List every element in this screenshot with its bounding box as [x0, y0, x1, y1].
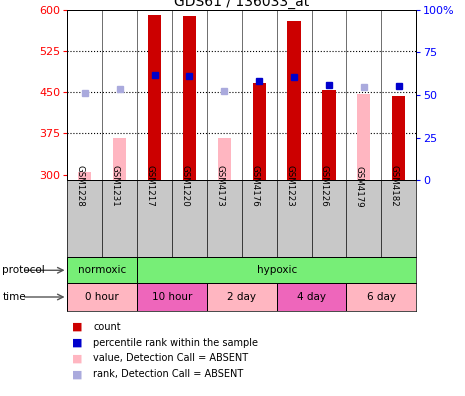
- Bar: [78, 172, 92, 180]
- Bar: [357, 94, 371, 180]
- Bar: [392, 96, 405, 180]
- Bar: [277, 283, 346, 311]
- Bar: [322, 89, 336, 180]
- Bar: [137, 283, 207, 311]
- Bar: [67, 257, 137, 283]
- Text: ■: ■: [72, 369, 83, 379]
- Text: ■: ■: [72, 337, 83, 348]
- Text: GSM4179: GSM4179: [355, 166, 364, 207]
- Text: GSM1231: GSM1231: [111, 166, 120, 207]
- Text: GSM4173: GSM4173: [215, 166, 224, 207]
- Title: GDS61 / 136033_at: GDS61 / 136033_at: [174, 0, 309, 9]
- Text: rank, Detection Call = ABSENT: rank, Detection Call = ABSENT: [93, 369, 243, 379]
- Text: GSM1226: GSM1226: [320, 166, 329, 207]
- Text: GSM4182: GSM4182: [390, 166, 399, 207]
- Text: protocol: protocol: [2, 265, 45, 275]
- Text: GSM1220: GSM1220: [180, 166, 189, 207]
- Text: count: count: [93, 322, 120, 332]
- Text: 4 day: 4 day: [297, 292, 326, 302]
- Text: time: time: [2, 292, 26, 302]
- Bar: [148, 15, 161, 180]
- Bar: [67, 283, 137, 311]
- Bar: [287, 21, 301, 180]
- Text: 10 hour: 10 hour: [152, 292, 192, 302]
- Text: 6 day: 6 day: [367, 292, 396, 302]
- Text: value, Detection Call = ABSENT: value, Detection Call = ABSENT: [93, 353, 248, 364]
- Bar: [207, 283, 277, 311]
- Text: hypoxic: hypoxic: [257, 265, 297, 275]
- Bar: [346, 283, 416, 311]
- Bar: [137, 257, 416, 283]
- Bar: [113, 138, 126, 180]
- Bar: [218, 138, 231, 180]
- Text: GSM1223: GSM1223: [285, 166, 294, 207]
- Text: ■: ■: [72, 353, 83, 364]
- Text: 0 hour: 0 hour: [86, 292, 119, 302]
- Text: GSM1228: GSM1228: [76, 166, 85, 207]
- Text: percentile rank within the sample: percentile rank within the sample: [93, 337, 258, 348]
- Text: GSM4176: GSM4176: [250, 166, 259, 207]
- Text: ■: ■: [72, 322, 83, 332]
- Text: normoxic: normoxic: [78, 265, 126, 275]
- Text: GSM1217: GSM1217: [146, 166, 154, 207]
- Bar: [252, 83, 266, 180]
- Bar: [183, 17, 196, 180]
- Text: 2 day: 2 day: [227, 292, 256, 302]
